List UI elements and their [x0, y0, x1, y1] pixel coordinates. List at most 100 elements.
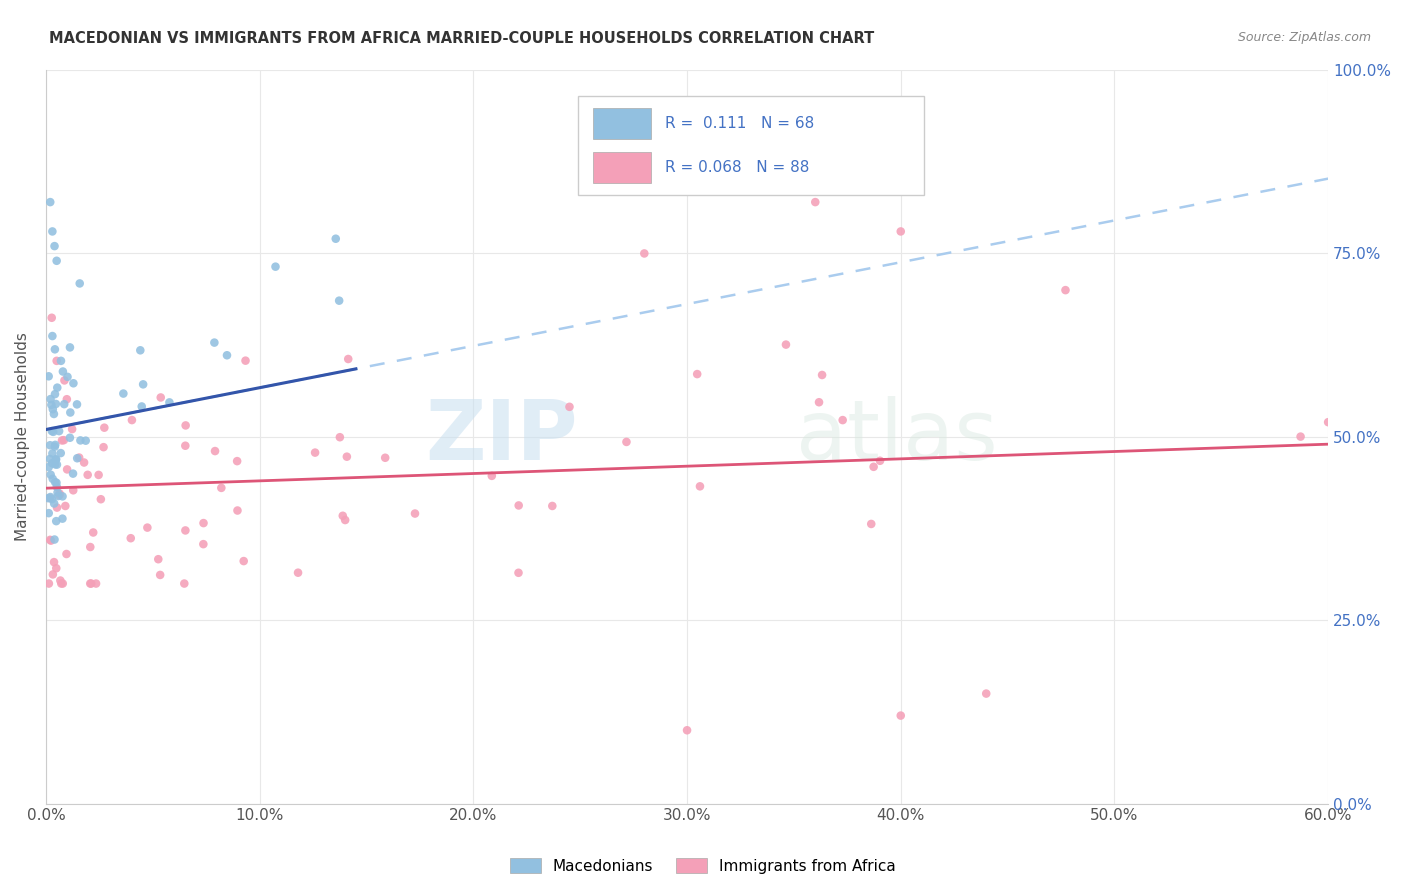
Point — [328, 293, 350, 308]
Point — [48, 488, 70, 502]
Point — [633, 246, 655, 260]
Point — [337, 351, 360, 366]
Point — [52, 364, 75, 378]
Point — [39, 438, 62, 452]
Text: R = 0.068   N = 88: R = 0.068 N = 88 — [665, 161, 810, 175]
Point — [159, 395, 181, 409]
Point — [1054, 283, 1077, 297]
Point — [84, 576, 107, 591]
Point — [44, 533, 66, 547]
FancyBboxPatch shape — [578, 95, 924, 194]
Point — [232, 554, 254, 568]
Point — [226, 454, 249, 468]
Text: atlas: atlas — [796, 396, 998, 477]
Point — [39, 392, 62, 406]
Point — [79, 576, 101, 591]
Point — [202, 335, 225, 350]
Point — [41, 398, 63, 412]
Point — [676, 723, 699, 738]
Point — [44, 496, 66, 510]
Point — [44, 475, 66, 490]
Point — [541, 499, 564, 513]
Point — [45, 452, 67, 467]
Point — [53, 373, 76, 387]
Point — [869, 454, 891, 468]
Point — [66, 451, 89, 466]
Point — [775, 337, 797, 351]
Point — [174, 524, 197, 538]
Point — [193, 516, 215, 530]
Point — [62, 376, 84, 391]
Point — [808, 395, 831, 409]
Point — [39, 195, 62, 210]
Point — [193, 537, 215, 551]
Point — [46, 485, 69, 500]
Point — [59, 431, 82, 445]
Point — [481, 468, 503, 483]
Point — [42, 567, 65, 582]
Point — [42, 402, 65, 417]
Point — [686, 367, 709, 381]
Point — [890, 224, 912, 238]
Point — [804, 195, 827, 210]
Point — [62, 467, 84, 481]
Point — [69, 277, 91, 291]
Point — [508, 566, 530, 580]
Point — [62, 483, 84, 498]
Point — [45, 480, 67, 494]
Point — [44, 343, 66, 357]
Point — [890, 708, 912, 723]
Point — [45, 561, 67, 575]
Point — [41, 446, 63, 460]
FancyBboxPatch shape — [593, 108, 651, 139]
Point — [689, 479, 711, 493]
Point — [204, 444, 226, 458]
Point — [39, 490, 62, 504]
Point — [44, 458, 66, 472]
Point — [831, 413, 853, 427]
Point — [39, 533, 62, 548]
Point — [93, 440, 115, 454]
Point — [974, 687, 997, 701]
Point — [209, 481, 232, 495]
Point — [633, 151, 655, 165]
Point — [508, 499, 530, 513]
Point — [287, 566, 309, 580]
Text: ZIP: ZIP — [426, 396, 578, 477]
Point — [174, 439, 197, 453]
Point — [56, 462, 79, 476]
Point — [325, 232, 347, 246]
Point — [41, 472, 63, 486]
Text: R =  0.111   N = 68: R = 0.111 N = 68 — [665, 116, 814, 131]
Point — [73, 456, 96, 470]
Point — [329, 430, 352, 444]
Y-axis label: Married-couple Households: Married-couple Households — [15, 333, 30, 541]
Point — [38, 491, 60, 505]
Point — [45, 475, 67, 490]
Point — [112, 386, 135, 401]
Point — [39, 533, 62, 547]
Point — [42, 555, 65, 569]
Point — [37, 491, 59, 506]
Point — [616, 434, 638, 449]
Point — [333, 513, 356, 527]
Point — [38, 576, 60, 591]
Point — [173, 576, 195, 591]
Point — [53, 499, 76, 513]
Point — [304, 445, 326, 459]
Point — [41, 456, 63, 470]
Point — [39, 451, 62, 466]
Point — [87, 467, 110, 482]
FancyBboxPatch shape — [593, 153, 651, 183]
Point — [44, 440, 66, 454]
Point — [132, 377, 155, 392]
Point — [1289, 429, 1312, 443]
Point — [56, 369, 79, 384]
Point — [404, 507, 426, 521]
Point — [136, 520, 159, 534]
Point — [49, 354, 72, 368]
Point — [90, 492, 112, 507]
Point — [45, 453, 67, 467]
Point — [235, 353, 257, 368]
Point — [75, 434, 97, 448]
